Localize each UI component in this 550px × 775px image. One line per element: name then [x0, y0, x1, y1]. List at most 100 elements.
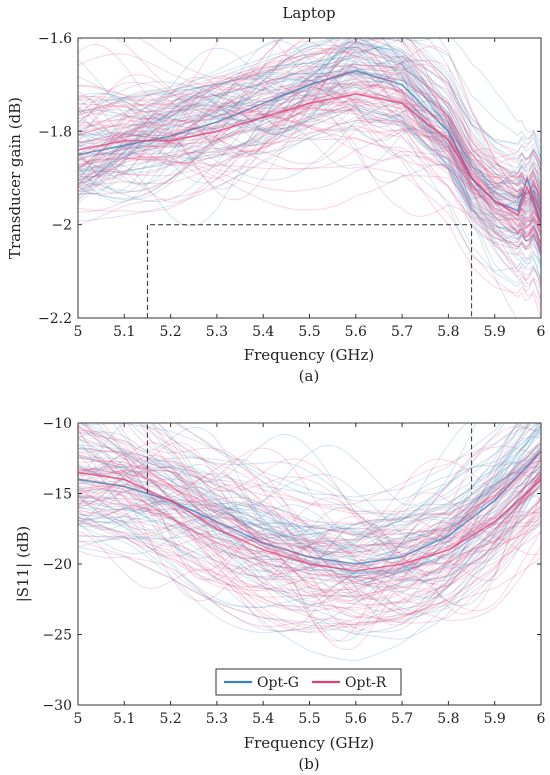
realization-opt-g — [78, 100, 541, 289]
realization-opt-r — [78, 487, 541, 650]
realization-opt-g — [78, 474, 541, 642]
caption-b: (b) — [298, 755, 319, 773]
realization-opt-r — [78, 55, 541, 167]
realization-opt-r — [78, 423, 541, 575]
realization-opt-r — [78, 463, 541, 618]
realization-opt-r — [78, 511, 541, 612]
realization-opt-g — [78, 44, 541, 152]
realization-opt-r — [78, 444, 541, 525]
realization-opt-g — [78, 60, 541, 233]
realization-opt-g — [78, 423, 520, 544]
realization-opt-r — [78, 423, 523, 506]
realization-opt-g — [82, 423, 541, 552]
realization-opt-r — [78, 78, 541, 193]
realization-opt-r — [78, 71, 541, 238]
x-tick-label: 5.3 — [206, 324, 228, 340]
realization-opt-r — [78, 76, 541, 245]
realization-opt-g — [78, 55, 541, 210]
realization-opt-r — [78, 515, 541, 628]
realization-opt-g — [78, 486, 541, 621]
realization-opt-g — [78, 116, 541, 240]
realization-opt-r — [78, 92, 541, 246]
realization-opt-r — [78, 512, 541, 598]
realization-opt-r — [78, 466, 541, 570]
realization-opt-r — [78, 90, 541, 216]
realization-opt-r — [78, 111, 541, 232]
realization-opt-g — [78, 63, 541, 265]
realization-opt-g — [78, 423, 519, 541]
realization-opt-g — [78, 423, 502, 498]
x-tick-label: 5.6 — [345, 711, 367, 727]
realization-opt-g — [78, 38, 541, 175]
panel-b-s11: 5 5.1 5.2 5.3 5.4 5.5 5.6 5.7 5.8 5.9 6 −10−15−20−… — [14, 416, 546, 773]
realization-opt-r — [78, 453, 541, 549]
realization-opt-r — [139, 423, 541, 536]
realization-opt-g — [78, 38, 541, 258]
realization-opt-r — [78, 505, 541, 628]
realization-opt-g — [78, 38, 541, 180]
realization-opt-r — [78, 430, 541, 600]
chart-title: Laptop — [282, 4, 335, 22]
realization-opt-r — [78, 93, 541, 234]
x-tick-label: 5.8 — [437, 711, 459, 727]
realization-opt-r — [78, 124, 541, 284]
realization-opt-r — [78, 82, 541, 207]
realization-opt-g — [78, 498, 541, 662]
realization-opt-g — [78, 458, 541, 582]
realization-opt-r — [78, 71, 541, 183]
realization-opt-r — [78, 463, 541, 568]
x-tick-label: 5.2 — [159, 324, 181, 340]
realization-opt-r — [78, 474, 541, 611]
realization-opt-r — [78, 502, 541, 626]
realization-opt-g — [78, 423, 531, 528]
realization-opt-r — [152, 423, 541, 565]
realization-opt-g — [78, 467, 541, 616]
realization-opt-g — [150, 423, 541, 527]
realization-opt-r — [78, 124, 541, 252]
x-tick-label: 5.3 — [206, 711, 228, 727]
realization-opt-g — [78, 452, 541, 585]
realization-opt-g — [78, 38, 541, 186]
realization-opt-g — [78, 443, 541, 606]
realization-opt-r — [78, 479, 541, 618]
realization-opt-r — [78, 38, 541, 231]
realization-opt-r — [78, 450, 541, 536]
realization-opt-g — [78, 424, 541, 540]
realization-opt-r — [78, 103, 541, 256]
realization-opt-r — [78, 62, 541, 243]
realization-opt-r — [101, 423, 541, 577]
realization-opt-g — [78, 61, 541, 223]
realization-opt-r — [78, 38, 541, 167]
y-ticks-b: −10 −15 −20 −25 −30 — [42, 416, 541, 714]
realization-opt-r — [78, 468, 541, 602]
realization-opt-r — [78, 71, 541, 287]
realization-opt-g — [78, 479, 541, 577]
realization-opt-r — [78, 54, 541, 223]
series-line-opt-g — [78, 69, 541, 225]
realization-opt-g — [78, 482, 541, 640]
series-line-opt-g — [78, 450, 541, 565]
realization-opt-g — [78, 38, 541, 215]
y-tick-label: −2 — [51, 218, 72, 234]
realization-opt-g — [78, 87, 541, 267]
realization-opt-g — [78, 435, 541, 585]
realization-opt-r — [78, 68, 541, 209]
realization-opt-g — [78, 128, 541, 303]
x-axis-label-a: Frequency (GHz) — [244, 346, 375, 364]
realization-opt-g — [78, 42, 541, 180]
realization-opt-r — [78, 495, 541, 629]
realization-opt-r — [78, 114, 541, 318]
realization-opt-r — [78, 66, 541, 193]
realization-opt-r — [79, 423, 541, 566]
x-tick-label: 6 — [537, 324, 546, 340]
realization-opt-r — [78, 125, 541, 246]
realization-opt-r — [78, 469, 541, 584]
realization-opt-g — [78, 38, 541, 198]
x-tick-label: 6 — [537, 711, 546, 727]
realization-opt-g — [78, 483, 541, 573]
realization-opt-g — [78, 44, 541, 219]
realization-opt-r — [78, 38, 541, 244]
realization-opt-r — [78, 63, 541, 191]
realization-opt-g — [78, 73, 541, 218]
realization-opt-r — [78, 435, 541, 555]
